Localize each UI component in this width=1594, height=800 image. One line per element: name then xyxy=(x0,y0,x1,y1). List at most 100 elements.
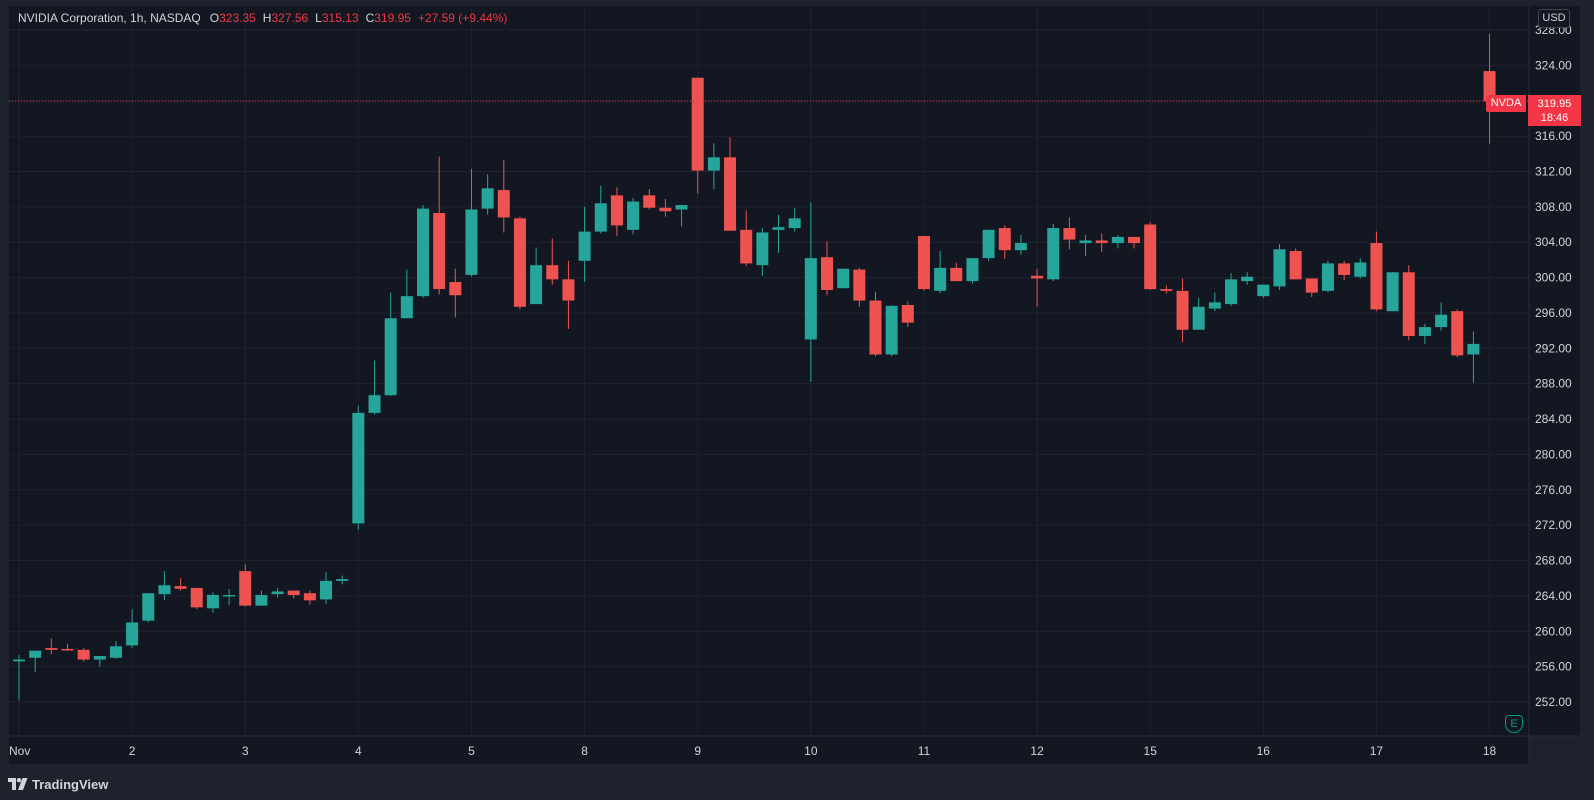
candle[interactable] xyxy=(287,590,300,599)
candle[interactable] xyxy=(271,587,284,598)
candle[interactable] xyxy=(1273,243,1286,290)
candle[interactable] xyxy=(917,236,930,291)
candle[interactable] xyxy=(659,198,672,217)
candle[interactable] xyxy=(1467,331,1480,383)
candle[interactable] xyxy=(546,238,559,285)
candle[interactable] xyxy=(982,229,995,261)
candle[interactable] xyxy=(788,207,801,232)
candle[interactable] xyxy=(1370,231,1383,312)
symbol-legend[interactable]: NVIDIA Corporation, 1h, NASDAQ O323.35 H32… xyxy=(18,10,507,26)
candle[interactable] xyxy=(45,638,58,655)
candle[interactable] xyxy=(1144,221,1157,290)
candle[interactable] xyxy=(1305,278,1318,298)
candle[interactable] xyxy=(1047,223,1060,282)
candle[interactable] xyxy=(853,267,866,307)
candle[interactable] xyxy=(740,210,753,267)
candle[interactable] xyxy=(158,571,171,601)
candle[interactable] xyxy=(449,268,462,318)
candle[interactable] xyxy=(1160,285,1173,294)
candle[interactable] xyxy=(336,575,349,585)
candle[interactable] xyxy=(1386,272,1399,312)
tradingview-logo[interactable]: TradingView xyxy=(8,775,108,793)
candle[interactable] xyxy=(109,640,122,659)
candle[interactable] xyxy=(206,592,219,613)
candle[interactable] xyxy=(578,206,591,282)
candle[interactable] xyxy=(93,656,106,667)
candle[interactable] xyxy=(1402,265,1415,341)
candle[interactable] xyxy=(142,593,155,623)
candle[interactable] xyxy=(1095,233,1108,252)
candle[interactable] xyxy=(77,648,90,662)
candle[interactable] xyxy=(1176,278,1189,343)
candle[interactable] xyxy=(1128,236,1141,249)
candle[interactable] xyxy=(562,260,575,329)
candle[interactable] xyxy=(1063,217,1076,250)
candle[interactable] xyxy=(29,650,42,672)
candle[interactable] xyxy=(1014,235,1027,255)
candle[interactable] xyxy=(772,214,785,253)
currency-button[interactable]: USD xyxy=(1538,9,1570,28)
candle[interactable] xyxy=(1225,273,1237,306)
candle[interactable] xyxy=(966,258,979,284)
candle[interactable] xyxy=(126,609,139,649)
candle[interactable] xyxy=(901,301,914,328)
candle-body xyxy=(190,587,203,608)
candle[interactable] xyxy=(513,216,526,310)
candle[interactable] xyxy=(707,143,720,190)
candle[interactable] xyxy=(1451,309,1464,358)
candle[interactable] xyxy=(756,228,769,276)
candle[interactable] xyxy=(691,77,704,194)
time-tick-label: 4 xyxy=(355,744,362,758)
earnings-marker-icon[interactable]: E xyxy=(1505,715,1523,733)
candle[interactable] xyxy=(320,572,333,604)
candle[interactable] xyxy=(1338,260,1351,281)
candle[interactable] xyxy=(1289,248,1302,280)
candle[interactable] xyxy=(13,655,25,701)
candle[interactable] xyxy=(497,159,510,233)
candle[interactable] xyxy=(1321,260,1334,293)
candle[interactable] xyxy=(1111,235,1124,249)
candle[interactable] xyxy=(1208,292,1221,312)
candle[interactable] xyxy=(610,187,623,237)
candle[interactable] xyxy=(481,174,494,215)
candle[interactable] xyxy=(1031,268,1044,307)
candle[interactable] xyxy=(303,590,316,605)
candle[interactable] xyxy=(934,251,947,294)
symbol-title[interactable]: NVIDIA Corporation, 1h, NASDAQ xyxy=(18,11,201,25)
candle[interactable] xyxy=(643,189,656,210)
candle[interactable] xyxy=(804,202,817,382)
candle[interactable] xyxy=(869,291,882,357)
candle[interactable] xyxy=(530,247,543,305)
candle[interactable] xyxy=(433,156,446,295)
candle[interactable] xyxy=(1079,235,1092,257)
candle[interactable] xyxy=(1354,258,1367,279)
candle[interactable] xyxy=(1483,33,1496,144)
candle[interactable] xyxy=(998,225,1011,260)
candle[interactable] xyxy=(724,136,737,231)
candle[interactable] xyxy=(1192,297,1205,330)
candle[interactable] xyxy=(352,405,365,530)
candle[interactable] xyxy=(384,292,397,397)
candle[interactable] xyxy=(368,360,381,415)
candle[interactable] xyxy=(1241,272,1254,285)
candle[interactable] xyxy=(400,269,413,319)
candle[interactable] xyxy=(837,268,850,289)
candle[interactable] xyxy=(174,578,187,591)
candle[interactable] xyxy=(61,643,74,651)
candle[interactable] xyxy=(675,205,688,227)
candle[interactable] xyxy=(950,262,963,282)
candle[interactable] xyxy=(1257,284,1270,298)
candlestick-chart[interactable]: 252.00 256.00 260.00 264.00 268.00 272.00 276.… xyxy=(0,0,1594,768)
candle[interactable] xyxy=(190,587,203,610)
candle[interactable] xyxy=(223,588,236,605)
candle[interactable] xyxy=(465,168,478,277)
candle[interactable] xyxy=(239,564,252,607)
candle[interactable] xyxy=(255,590,268,606)
candle[interactable] xyxy=(627,198,640,235)
candle[interactable] xyxy=(594,185,607,234)
candle[interactable] xyxy=(885,304,898,357)
candle[interactable] xyxy=(1435,302,1448,331)
candle[interactable] xyxy=(417,205,429,298)
candle[interactable] xyxy=(821,241,833,296)
candle[interactable] xyxy=(1418,323,1431,344)
